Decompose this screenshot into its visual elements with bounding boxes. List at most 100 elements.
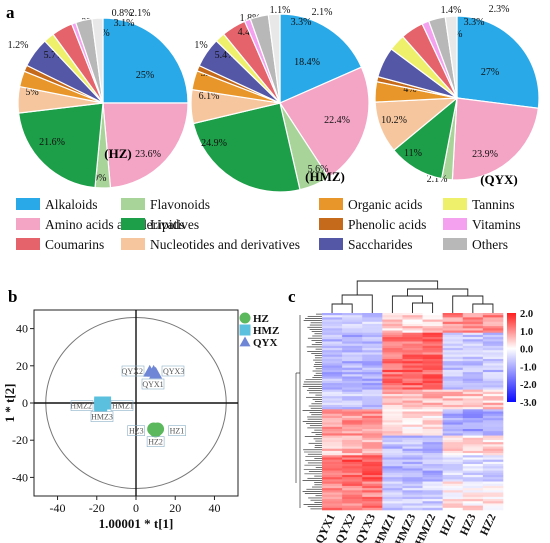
heatmap-cell [342,319,363,323]
legend-swatch [16,218,40,230]
heatmap-cell [482,315,504,318]
pie-slice-label: 5.7% [44,50,65,61]
heatmap-cell [422,472,443,476]
heatmap-cell [442,424,464,428]
heatmap-cell [362,393,383,397]
heatmap-cell [342,334,363,338]
pie-name-label: (HZ) [104,146,131,161]
heatmap-cell [482,348,504,351]
heatmap-cell [442,328,464,331]
heatmap-cell [482,385,504,388]
heatmap-cell [442,345,464,349]
heatmap-cell [422,499,443,502]
heatmap-cell [362,448,383,452]
heatmap-cell [422,393,443,397]
pie-slice-label: 24.9% [201,138,227,149]
heatmap-cell [402,485,423,489]
pie-slice-amino-acids-and-derivatives [451,97,540,181]
heatmap-cell [382,409,403,412]
column-dendrogram [331,280,494,313]
heatmap-cell [422,380,443,384]
heatmap-cell [322,490,343,493]
heatmap-cell [402,313,423,316]
heatmap-cell [362,367,383,371]
heatmap-cell [342,374,363,377]
heatmap-cell [342,470,363,474]
heatmap-cell [362,341,383,344]
x-axis-label: 1.00001 * t[1] [99,516,174,531]
legend-swatch [121,218,145,230]
point-label-box [141,378,165,390]
heatmap-cell [482,464,504,467]
heatmap-cell [422,354,443,358]
heatmap-cell [442,337,464,340]
heatmap-cell [482,433,504,436]
heatmap-cell [482,409,504,412]
heatmap-cell [402,323,423,327]
heatmap-cell [462,488,484,491]
heatmap-cell [342,328,363,331]
heatmap-cell [322,415,343,419]
heatmap-cell [482,453,504,456]
heatmap-cell [382,435,403,439]
heatmap-cell [342,418,363,421]
heatmap-cell [442,363,464,366]
heatmap-cell [462,380,484,384]
heatmap-cell [482,450,504,454]
heatmap-cell [442,400,464,404]
heatmap-cell [422,477,443,480]
heatmap-cell [382,396,403,399]
heatmap-cell [402,448,423,452]
heatmap-cell [462,358,484,362]
heatmap-cell [402,400,423,404]
heatmap-cell [422,374,443,377]
heatmap-cell [322,361,343,364]
scatter-legend-qyx: QYX [239,336,278,349]
heatmap-cell [322,348,343,351]
panel-label-a: a [6,3,15,22]
heatmap-cell [402,466,423,469]
heatmap-cell [322,372,343,375]
heatmap-cell [422,468,443,471]
heatmap-cell [362,442,383,445]
heatmap-cell [482,459,504,463]
heatmap-cell [362,453,383,456]
heatmap-cell [462,494,484,498]
heatmap-cell [342,345,363,349]
heatmap-cell [482,422,504,425]
heatmap-cell [342,323,363,327]
heatmap-cell [422,326,443,329]
heatmap-cell [402,461,423,465]
heatmap-cell [382,431,403,434]
heatmap-cell [362,380,383,384]
heatmap-cell [402,501,423,504]
pie-slice-label: 2.1% [130,8,151,19]
heatmap-cell [482,468,504,471]
heatmap-cell [462,483,484,487]
heatmap-cell [342,348,363,351]
heatmap-cell [462,492,484,495]
heatmap-cell [482,492,504,495]
heatmap-cell [342,433,363,436]
heatmap-cell [402,339,423,342]
heatmap-cell [382,426,403,430]
legend-item-others: Others [443,237,508,252]
heatmap-cell [382,444,403,447]
heatmap-cell [442,391,464,395]
heatmap-cell [482,352,504,355]
heatmap-cell [462,404,484,408]
heatmap-cell [362,321,383,325]
heatmap-cell [382,352,403,355]
heatmap-cell [442,343,464,347]
heatmap-cell [362,354,383,358]
heatmap-cell [482,507,504,511]
heatmap-cell [382,363,403,366]
heatmap-cell [382,429,403,432]
heatmap-cell [342,446,363,450]
heatmap-cell [322,501,343,504]
heatmap-cell [462,334,484,338]
heatmap-cell [422,334,443,338]
heatmap-cell [442,332,464,336]
heatmap-cell [322,494,343,498]
legend-swatch [319,238,343,250]
